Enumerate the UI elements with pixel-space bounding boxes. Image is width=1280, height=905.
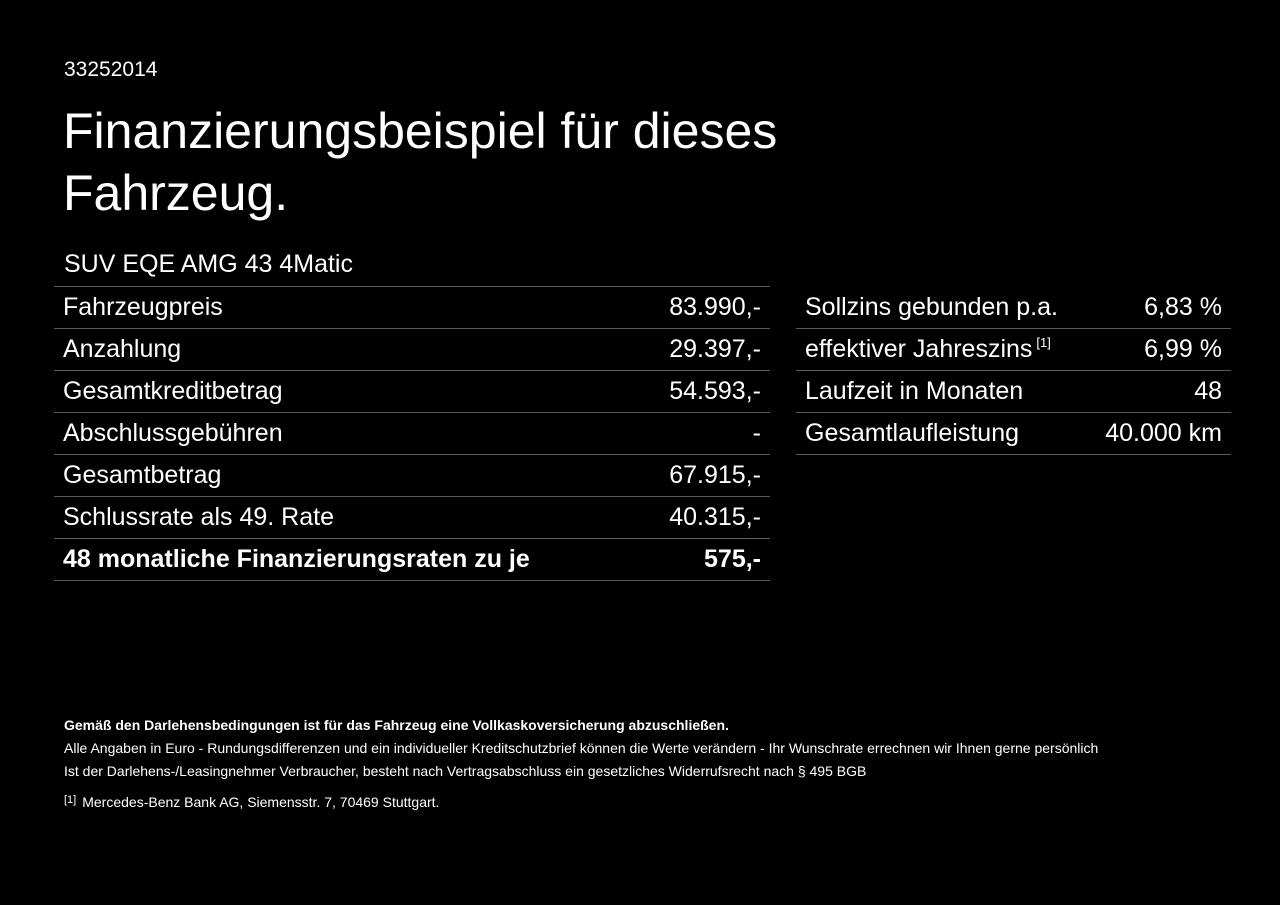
table-row: Gesamtlaufleistung 40.000 km — [796, 413, 1231, 455]
row-value: 575,- — [704, 545, 761, 573]
row-value: 54.593,- — [669, 377, 761, 405]
row-label: Anzahlung — [63, 335, 182, 363]
insurance-note: Gemäß den Darlehensbedingungen ist für d… — [64, 717, 729, 733]
row-label: effektiver Jahreszins — [805, 335, 1033, 363]
row-value: 6,83 % — [1144, 293, 1222, 321]
row-value: 83.990,- — [669, 293, 761, 321]
row-value: 40.315,- — [669, 503, 761, 531]
vehicle-id: 33252014 — [64, 58, 158, 81]
footnote-mark: [1] — [64, 794, 77, 806]
page-title: Finanzierungsbeispiel für dieses Fahrzeu… — [63, 103, 778, 221]
table-row: Fahrzeugpreis 83.990,- — [54, 287, 770, 329]
table-row: Sollzins gebunden p.a. 6,83 % — [796, 287, 1231, 329]
table-row: Abschlussgebühren - — [54, 413, 770, 455]
table-row: Laufzeit in Monaten 48 — [796, 371, 1231, 413]
row-value: 29.397,- — [669, 335, 761, 363]
footnote: [1] Mercedes-Benz Bank AG, Siemensstr. 7,… — [64, 789, 1098, 814]
row-label: Abschlussgebühren — [63, 419, 283, 447]
row-label: Laufzeit in Monaten — [805, 377, 1024, 405]
row-label: 48 monatliche Finanzierungsraten zu je — [63, 545, 530, 573]
table-row: Schlussrate als 49. Rate 40.315,- — [54, 497, 770, 539]
financing-table: Fahrzeugpreis 83.990,- Anzahlung 29.397,- … — [54, 286, 770, 581]
row-label: Schlussrate als 49. Rate — [63, 503, 334, 531]
footnote-text: Mercedes-Benz Bank AG, Siemensstr. 7, 70… — [82, 794, 440, 810]
vehicle-model: SUV EQE AMG 43 4Matic — [64, 250, 353, 278]
row-label: Gesamtkreditbetrag — [63, 377, 283, 405]
row-value: - — [752, 419, 761, 447]
row-value: 48 — [1194, 377, 1222, 405]
table-row: Gesamtkreditbetrag 54.593,- — [54, 371, 770, 413]
footer-notes: Gemäß den Darlehensbedingungen ist für d… — [64, 714, 1098, 814]
table-row: Anzahlung 29.397,- — [54, 329, 770, 371]
row-value: 40.000 km — [1105, 419, 1222, 447]
disclaimer-line: Alle Angaben in Euro - Rundungsdifferenz… — [64, 740, 1099, 756]
row-label: Gesamtlaufleistung — [805, 419, 1020, 447]
row-label: Gesamtbetrag — [63, 461, 222, 489]
row-label: Fahrzeugpreis — [63, 293, 223, 321]
disclaimer-line: Ist der Darlehens-/Leasingnehmer Verbrau… — [64, 763, 867, 779]
table-row: Gesamtbetrag 67.915,- — [54, 455, 770, 497]
row-value: 67.915,- — [669, 461, 761, 489]
row-label: Sollzins gebunden p.a. — [805, 293, 1058, 321]
table-row: effektiver Jahreszins [1] 6,99 % — [796, 329, 1231, 371]
row-value: 6,99 % — [1144, 335, 1222, 363]
footnote-ref: [1] — [1036, 335, 1051, 350]
monthly-rate-row: 48 monatliche Finanzierungsraten zu je 57… — [54, 539, 770, 581]
interest-table: Sollzins gebunden p.a. 6,83 % effektiver … — [796, 287, 1231, 455]
